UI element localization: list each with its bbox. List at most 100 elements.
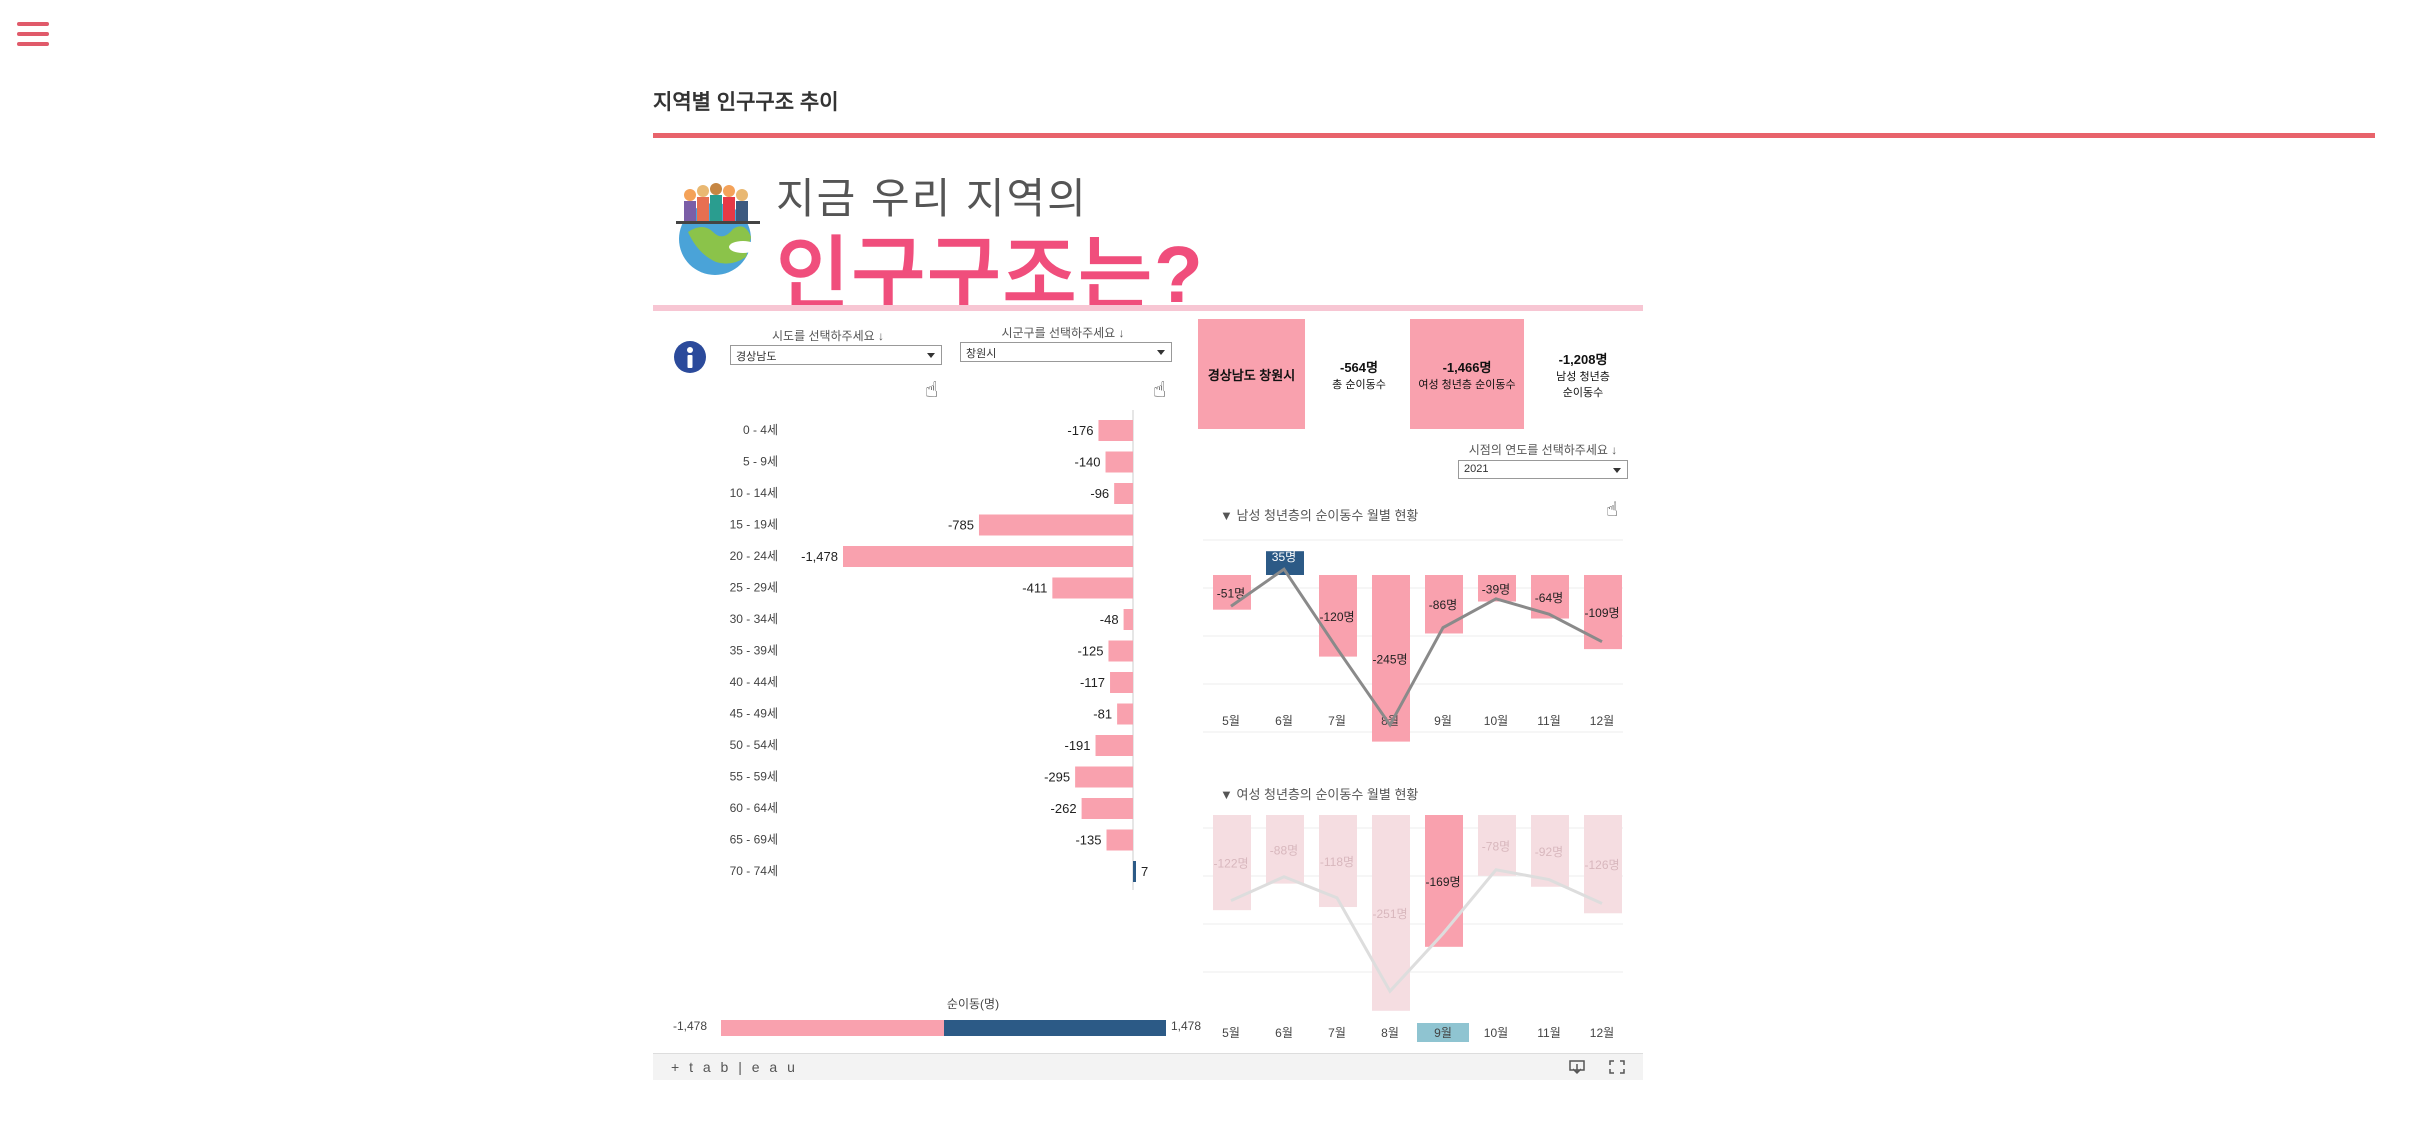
age-bar-value: 7 [1141, 864, 1148, 879]
trend-line [1230, 868, 1603, 994]
age-category-label: 70 - 74세 [730, 864, 778, 878]
age-category-label: 15 - 19세 [730, 518, 778, 532]
age-bar-value: -96 [1090, 486, 1109, 501]
month-bar-label: -245명 [1372, 652, 1407, 666]
age-category-label: 45 - 49세 [730, 707, 778, 721]
page-title: 지역별 인구구조 추이 [653, 91, 839, 114]
age-bar-value: -785 [948, 518, 974, 533]
kpi-region: 경상남도 창원시 [1198, 319, 1305, 429]
age-bar-value: -1,478 [801, 549, 838, 564]
age-category-label: 35 - 39세 [730, 644, 778, 658]
age-bar-value: -262 [1051, 801, 1077, 816]
age-bar [1098, 420, 1133, 441]
age-bar-value: -117 [1080, 675, 1105, 690]
month-bar [1425, 815, 1463, 947]
age-bar [843, 546, 1133, 567]
info-icon[interactable] [673, 340, 707, 374]
month-bar [1372, 575, 1410, 742]
age-category-label: 10 - 14세 [730, 486, 778, 500]
age-bar [1114, 483, 1133, 504]
city-dropdown[interactable]: 창원시 [960, 342, 1172, 362]
click-hand-icon: ☝ [925, 377, 939, 402]
month-label: 11월 [1537, 714, 1561, 728]
selected-month-highlight [1417, 1023, 1469, 1042]
age-bar-value: -48 [1100, 612, 1119, 627]
month-bar [1531, 815, 1569, 887]
age-bar-value: -191 [1064, 738, 1090, 753]
hamburger-menu-icon[interactable] [17, 22, 49, 50]
province-dropdown[interactable]: 경상남도 [730, 345, 942, 365]
legend-max: 1,478 [1171, 1019, 1202, 1033]
age-category-label: 0 - 4세 [743, 423, 778, 437]
click-hand-icon: ☝ [1606, 499, 1619, 521]
month-bar [1266, 551, 1304, 575]
kpi-total-value: -564명 [1340, 359, 1378, 375]
hero-title: 인구구조는? [776, 230, 1205, 319]
age-bar-value: -81 [1093, 707, 1112, 722]
month-label: 12월 [1590, 1026, 1614, 1040]
age-bar [1105, 451, 1133, 473]
age-bar [978, 514, 1133, 536]
month-label: 9월 [1434, 1026, 1452, 1040]
province-filter-label: 시도를 선택하주세요 ↓ [771, 329, 885, 343]
month-label: 10월 [1484, 1026, 1508, 1040]
month-bar [1266, 815, 1304, 884]
male-chart-title[interactable]: ▼ 남성 청년층의 순이동수 월별 현황 [1220, 508, 1419, 523]
trend-line [1230, 567, 1603, 728]
kpi-total: -564명 총 순이동수 [1309, 319, 1409, 429]
month-bar [1425, 575, 1463, 634]
female-chart-title[interactable]: ▼ 여성 청년층의 순이동수 월별 현황 [1220, 787, 1419, 802]
legend-positive-bar [944, 1020, 1166, 1036]
kpi-female: -1,466명 여성 청년층 순이동수 [1410, 319, 1524, 429]
kpi-female-label: 여성 청년층 순이동수 [1418, 378, 1516, 391]
age-category-label: 5 - 9세 [743, 455, 778, 469]
kpi-male-value: -1,208명 [1558, 351, 1608, 367]
tableau-logo[interactable]: + t a b | e a u [671, 1059, 798, 1075]
age-bar [1052, 577, 1133, 599]
age-category-label: 40 - 44세 [730, 675, 778, 689]
month-bar-label: -86명 [1429, 598, 1457, 612]
download-icon[interactable] [1568, 1059, 1586, 1075]
age-bar [1110, 672, 1133, 693]
title-divider [653, 133, 2375, 138]
fullscreen-icon[interactable] [1608, 1059, 1626, 1075]
hero-subtitle: 지금 우리 지역의 [776, 175, 1088, 222]
hero-divider [653, 305, 1643, 311]
age-bar-value: -140 [1074, 455, 1100, 470]
age-category-label: 65 - 69세 [730, 833, 778, 847]
month-bar-label: -126명 [1584, 858, 1619, 872]
click-hand-icon: ☝ [1153, 377, 1167, 402]
month-label: 5월 [1222, 1026, 1240, 1040]
month-label: 11월 [1537, 1026, 1561, 1040]
age-bar-value: -125 [1077, 644, 1103, 659]
age-bar-value: -295 [1044, 770, 1070, 785]
tableau-toolbar: + t a b | e a u [653, 1053, 1643, 1080]
month-bar-label: -78명 [1482, 839, 1510, 853]
year-filter-label: 시점의 연도를 선택하주세요 ↓ [1468, 443, 1618, 457]
age-chart-xlabel: 순이동(명) [946, 997, 1000, 1011]
month-label: 6월 [1275, 714, 1293, 728]
age-category-label: 50 - 54세 [730, 738, 778, 752]
month-label: 5월 [1222, 714, 1240, 728]
month-label: 7월 [1328, 1026, 1346, 1040]
age-bar-value: -176 [1067, 423, 1093, 438]
month-bar-label: -92명 [1535, 845, 1563, 859]
kpi-male-label-2: 순이동수 [1562, 386, 1604, 399]
age-bar [1081, 798, 1133, 819]
age-bar-value: -411 [1022, 581, 1047, 596]
year-dropdown[interactable]: 2021 [1458, 460, 1628, 479]
age-bar [1123, 609, 1133, 630]
kpi-female-value: -1,466명 [1442, 359, 1492, 375]
age-bar [1108, 640, 1133, 662]
month-bar [1478, 815, 1516, 876]
kpi-total-label: 총 순이동수 [1332, 378, 1386, 391]
male-monthly-chart: -51명5월35명6월-120명7월-245명8월-86명9월-39명10월-6… [1203, 539, 1623, 742]
age-bar [1075, 766, 1133, 788]
month-bar [1319, 575, 1357, 657]
age-category-label: 60 - 64세 [730, 801, 778, 815]
age-category-label: 55 - 59세 [730, 770, 778, 784]
population-globe-icon [676, 183, 760, 275]
age-category-label: 25 - 29세 [730, 581, 778, 595]
month-bar-label: -118명 [1320, 855, 1354, 869]
month-bar-label: -39명 [1482, 582, 1510, 596]
